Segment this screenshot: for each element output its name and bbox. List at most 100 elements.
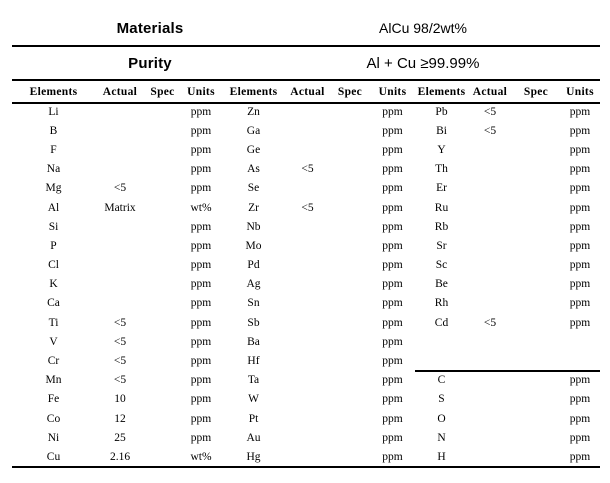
units-value: ppm [382,239,403,252]
spec-value [512,198,560,217]
actual-value: 25 [114,431,126,444]
spec-value [330,236,370,255]
units-value [560,351,600,370]
spec-value [145,390,180,409]
actual-value: <5 [301,163,314,176]
spec-value [145,409,180,428]
units-value: ppm [569,393,591,406]
element-symbol: Mn [45,374,62,387]
element-symbol: Na [46,163,61,176]
element-symbol: Nb [246,220,261,233]
spec-value [330,121,370,140]
purity-row: Purity Al + Cu ≥99.99% [0,46,610,80]
spec-value [145,313,180,332]
element-symbol: Al [47,201,60,214]
table-row: Li ppm Zn ppm Pb <5 ppm [12,102,600,121]
actual-value [285,371,330,390]
spec-value [512,256,560,275]
spec-value [330,217,370,236]
actual-value [468,294,512,313]
spec-value [330,447,370,466]
units-value: ppm [190,412,212,425]
table-row: Ti <5 ppm Sb ppm Cd <5 ppm [12,313,600,332]
spec-value [512,217,560,236]
spec-value [512,390,560,409]
units-value: ppm [190,374,212,387]
units-value: ppm [190,163,212,176]
element-symbol: As [247,163,260,176]
table-row: Cl ppm Pd ppm Sc ppm [12,256,600,275]
element-symbol: B [49,124,58,137]
units-value [560,332,600,351]
actual-value [285,390,330,409]
actual-value [285,351,330,370]
spec-value [330,390,370,409]
table-row: V <5 ppm Ba ppm [12,332,600,351]
units-value: ppm [190,105,212,118]
actual-value [285,275,330,294]
actual-value [285,256,330,275]
element-symbol: Ga [246,124,261,137]
col-header-spec-3: Spec [523,85,549,98]
spec-value [330,351,370,370]
spec-value [145,447,180,466]
actual-value [95,102,145,121]
element-symbol: Se [247,182,260,195]
actual-value: <5 [483,316,497,329]
element-symbol: F [50,143,57,156]
element-symbol: Rh [434,297,449,310]
actual-value [468,428,512,447]
spec-value [512,409,560,428]
actual-value [285,121,330,140]
spec-value [145,121,180,140]
spec-value [512,313,560,332]
element-symbol: Sb [247,316,260,329]
element-symbol: Ru [434,201,449,214]
table-row: Cr <5 ppm Hf ppm [12,351,600,370]
units-value: ppm [382,355,403,368]
units-value: ppm [569,124,591,137]
units-value: ppm [569,239,591,252]
spec-value [145,102,180,121]
actual-value [95,140,145,159]
actual-value [95,121,145,140]
element-symbol: Cu [46,450,61,463]
actual-value [285,236,330,255]
units-value: ppm [382,450,403,463]
units-value: ppm [382,163,403,176]
units-value: ppm [569,278,591,291]
element-symbol: Ca [47,297,60,310]
spec-value [512,121,560,140]
units-value: ppm [569,182,591,195]
actual-value: <5 [483,105,497,118]
units-value: ppm [382,278,403,291]
element-symbol: W [248,393,259,406]
spec-value [145,179,180,198]
element-symbol: Mg [45,182,62,195]
table-row: Al Matrix wt% Zr <5 ppm Ru ppm [12,198,600,217]
spec-value [330,371,370,390]
units-value: ppm [190,355,212,368]
units-value: ppm [190,259,212,272]
gas-section-divider [415,369,600,372]
spec-value [512,179,560,198]
element-symbol: Zn [247,105,260,118]
materials-label: Materials [116,19,184,37]
actual-value [468,217,512,236]
actual-value [285,332,330,351]
element-symbol: Ge [246,143,261,156]
element-symbol: Sn [247,297,260,310]
actual-value: 12 [114,412,126,425]
element-symbol: P [50,239,57,252]
actual-value: 2.16 [109,450,131,463]
element-symbol: Th [435,163,448,176]
element-symbol: Mo [245,239,262,252]
spec-value [512,447,560,466]
units-value: ppm [569,105,591,118]
spec-value [145,332,180,351]
actual-value [95,160,145,179]
spec-value [330,275,370,294]
units-value: ppm [190,431,212,444]
